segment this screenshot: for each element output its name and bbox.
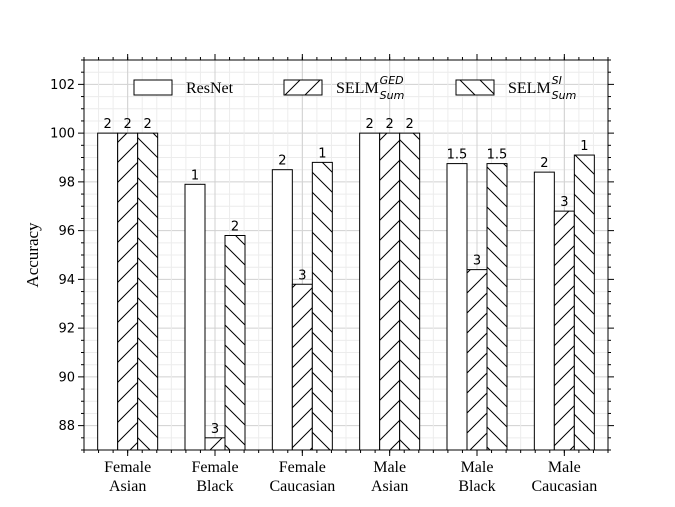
legend-swatch	[133, 79, 173, 96]
bar-data-label: 3	[560, 195, 568, 210]
x-tick-label: Asian	[109, 478, 146, 495]
bar	[573, 154, 595, 451]
bar-data-label: 2	[104, 117, 112, 132]
axis-ticks: 88 90 92 94 96 98 100 102 Female Asian Female Black…	[50, 54, 614, 495]
bar-data-label: 2	[540, 156, 548, 171]
y-tick-label: 102	[50, 78, 75, 93]
legend-entry: SELM	[508, 80, 551, 97]
bar-data-label: 3	[298, 268, 306, 283]
bar-data-label: 3	[473, 254, 481, 269]
bar-data-label: 3	[211, 422, 219, 437]
bars	[97, 132, 595, 451]
bar	[553, 210, 575, 451]
bar-data-label: 2	[386, 117, 394, 132]
bar-data-label: 2	[366, 117, 374, 132]
bar-data-label: 1	[580, 139, 588, 154]
bar	[486, 163, 508, 451]
bar	[466, 269, 488, 451]
bar-data-label: 2	[278, 154, 286, 169]
x-tick-label: Black	[458, 478, 495, 495]
bar-data-label: 1	[191, 168, 199, 183]
bar	[137, 132, 159, 451]
bar	[379, 132, 401, 451]
legend-superscript: SI	[552, 74, 562, 87]
x-tick-label: Male	[548, 459, 581, 476]
y-tick-label: 98	[58, 175, 75, 190]
x-tick-label: Male	[373, 459, 406, 476]
y-tick-label: 92	[58, 322, 75, 337]
legend-subscript: Sum	[552, 89, 577, 102]
bar-data-label: 2	[231, 220, 239, 235]
bar-data-label: 1.5	[447, 148, 468, 163]
y-tick-label: 94	[58, 273, 75, 288]
bar	[117, 132, 139, 451]
legend-swatch	[283, 79, 323, 96]
legend-superscript: GED	[380, 74, 404, 87]
bar	[184, 183, 206, 451]
bar	[399, 132, 421, 451]
x-tick-label: Female	[191, 459, 238, 476]
x-tick-label: Female	[279, 459, 326, 476]
bar	[224, 235, 246, 451]
y-tick-label: 96	[58, 224, 75, 239]
bar	[97, 132, 119, 451]
y-axis-title: Accuracy	[23, 222, 42, 288]
bar-data-label: 2	[144, 117, 152, 132]
y-tick-label: 90	[58, 370, 75, 385]
bar-data-label: 1.5	[487, 148, 508, 163]
legend-subscript: Sum	[380, 89, 405, 102]
x-tick-label: Asian	[371, 478, 408, 495]
x-tick-label: Female	[104, 459, 151, 476]
x-tick-label: Black	[196, 478, 233, 495]
bar-data-label: 2	[406, 117, 414, 132]
bar-data-label: 1	[318, 146, 326, 161]
bar-data-label: 2	[124, 117, 132, 132]
legend-entry: SELM	[336, 80, 379, 97]
legend-swatch	[455, 79, 495, 96]
bar	[204, 437, 226, 451]
x-tick-label: Caucasian	[269, 478, 335, 495]
bar	[359, 132, 381, 451]
grid	[83, 59, 609, 451]
bar	[533, 171, 555, 451]
bar	[271, 169, 293, 451]
bar	[291, 283, 313, 451]
y-tick-label: 88	[58, 419, 75, 434]
y-tick-label: 100	[50, 127, 75, 142]
x-tick-label: Male	[461, 459, 494, 476]
legend-entry: ResNet	[186, 80, 234, 97]
x-tick-label: Caucasian	[531, 478, 597, 495]
bar	[446, 163, 468, 451]
bar	[311, 161, 333, 451]
